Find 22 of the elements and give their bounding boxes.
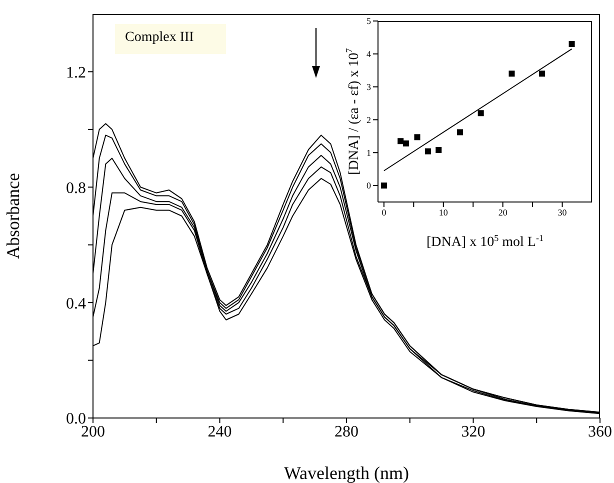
x-axis-title: Wavelength (nm) <box>284 463 410 483</box>
y-tick-label: 3 <box>366 82 372 92</box>
y-tick-label: 0.8 <box>66 180 86 197</box>
x-tick-label: 30 <box>558 207 568 218</box>
x-tick-label: 20 <box>498 207 508 218</box>
x-tick-label: 360 <box>588 423 612 440</box>
y-tick-label: 0.4 <box>66 295 86 312</box>
x-tick-label: 280 <box>334 423 358 440</box>
x-tick-label: 200 <box>81 423 105 440</box>
y-tick-label: 0 <box>366 180 372 191</box>
y-tick-label: 1.2 <box>66 64 86 82</box>
annotation: Complex III <box>115 24 226 54</box>
x-tick-label: 0 <box>382 207 387 218</box>
x-axis-title: [DNA] x 10$^{5}$ mol L$^{-1}$ <box>426 233 544 250</box>
x-tick-label: 10 <box>438 207 448 218</box>
y-tick-label: 4 <box>366 49 372 60</box>
x-tick-label: 320 <box>461 423 486 440</box>
y-tick-label: 1 <box>366 148 371 158</box>
y-tick-label: 2 <box>366 114 371 125</box>
y-axis-title: Absorbance <box>3 173 24 259</box>
x-tick-label: 240 <box>208 423 232 440</box>
y-tick-label: 5 <box>366 16 372 26</box>
